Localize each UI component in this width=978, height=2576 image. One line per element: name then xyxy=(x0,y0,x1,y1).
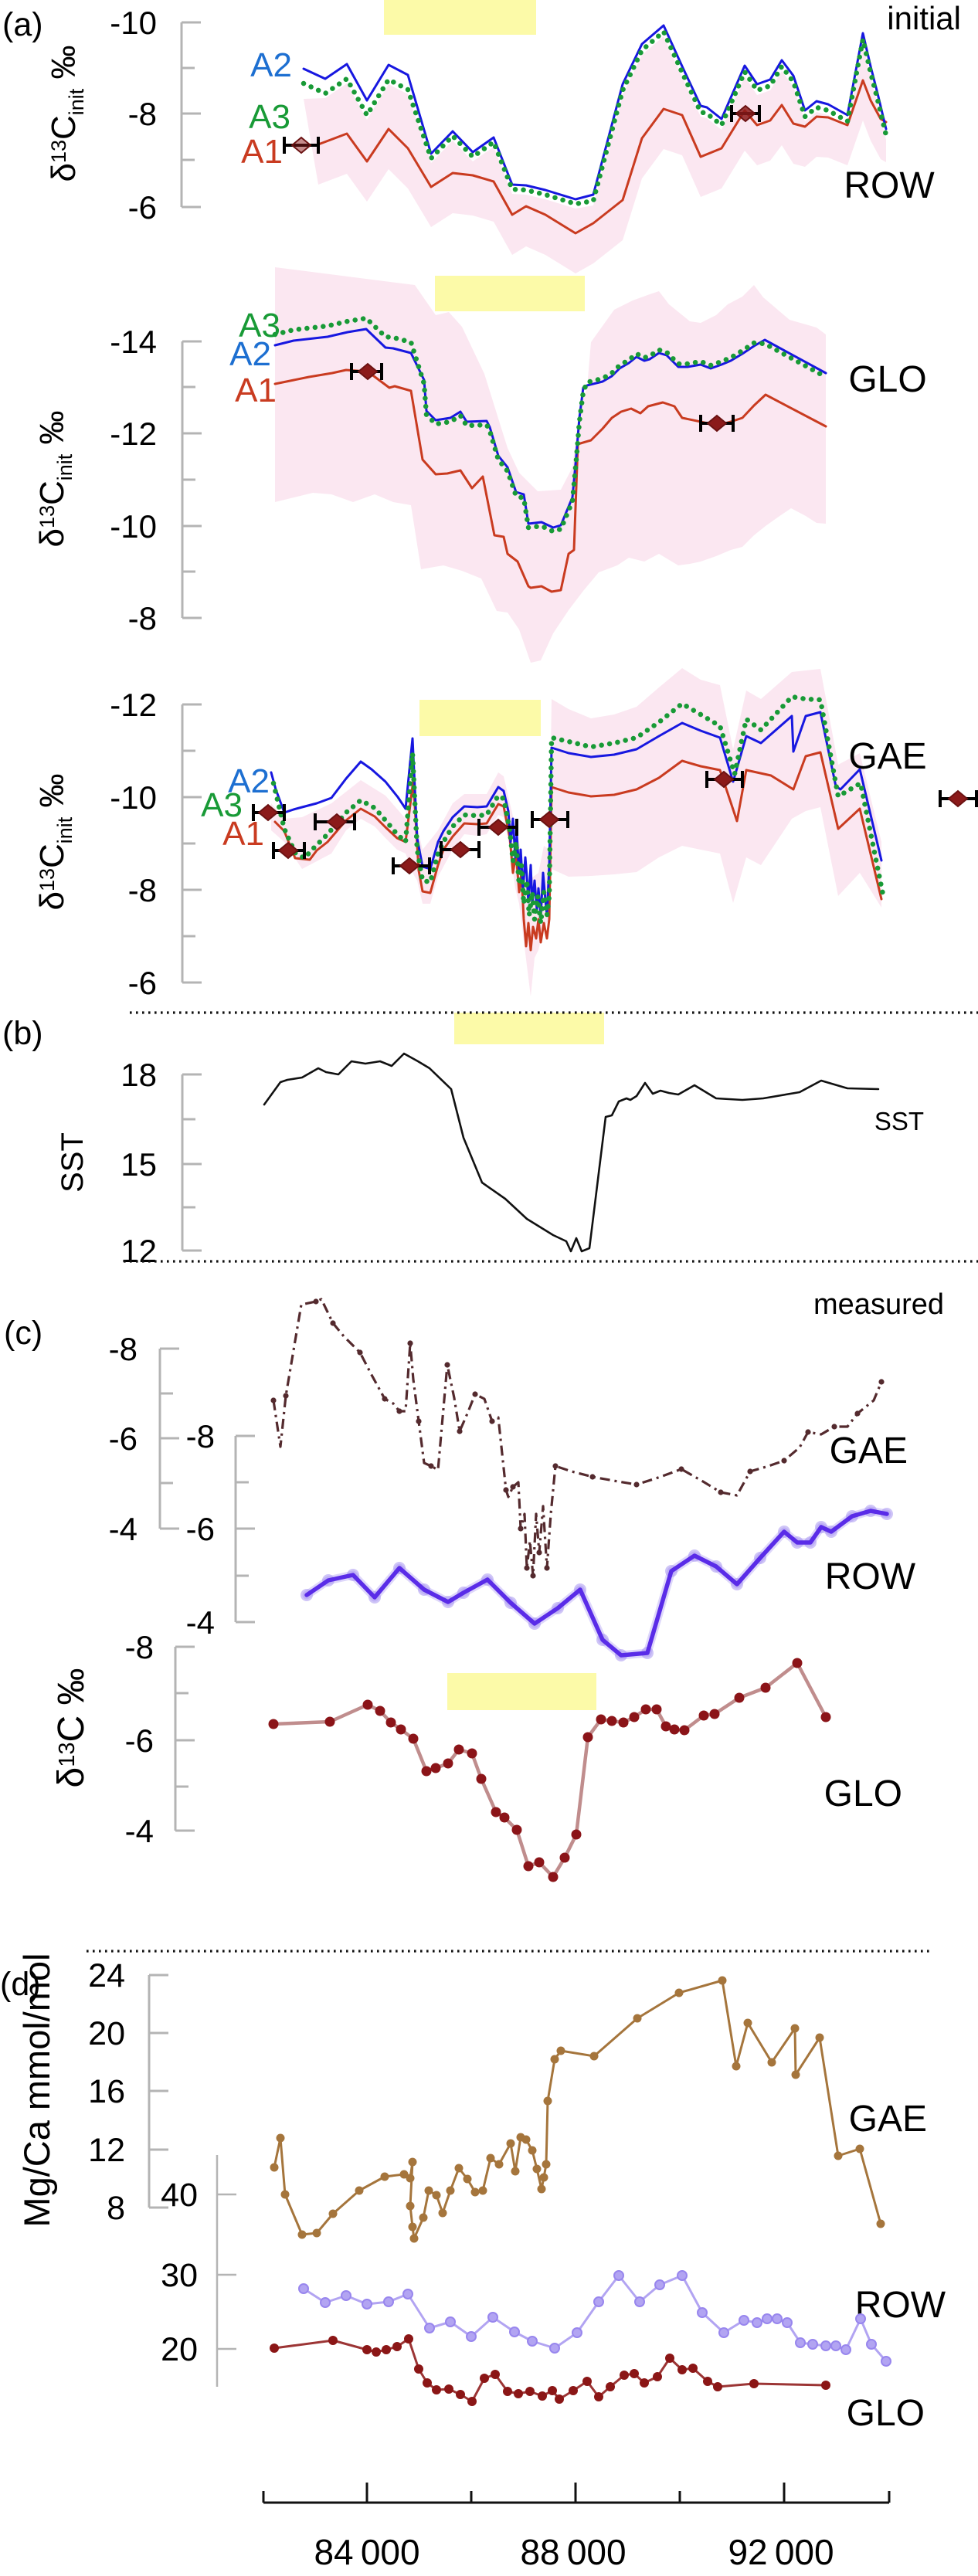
svg-text:92 000: 92 000 xyxy=(728,2532,834,2572)
svg-text:(b): (b) xyxy=(2,1015,43,1052)
svg-text:ROW: ROW xyxy=(825,1556,916,1597)
svg-text:-4: -4 xyxy=(125,1813,154,1849)
svg-text:GAE: GAE xyxy=(830,1431,908,1471)
svg-text:SST: SST xyxy=(874,1107,924,1135)
svg-text:-10: -10 xyxy=(110,5,157,41)
svg-text:16: 16 xyxy=(88,2073,125,2110)
svg-text:-6: -6 xyxy=(125,1722,154,1759)
svg-text:-6: -6 xyxy=(109,1420,138,1457)
svg-text:-4: -4 xyxy=(109,1511,138,1547)
svg-text:12: 12 xyxy=(121,1233,157,1269)
svg-text:84 000: 84 000 xyxy=(314,2532,419,2572)
svg-text:-8: -8 xyxy=(125,1629,154,1665)
svg-text:20: 20 xyxy=(161,2331,198,2368)
svg-text:8: 8 xyxy=(107,2190,125,2227)
svg-text:δ13Cinit ‰: δ13Cinit ‰ xyxy=(45,45,88,182)
svg-text:40: 40 xyxy=(161,2177,198,2214)
svg-text:-14: -14 xyxy=(110,324,157,360)
svg-text:GAE: GAE xyxy=(848,736,926,777)
svg-text:24: 24 xyxy=(88,1957,125,1994)
svg-text:12: 12 xyxy=(88,2132,125,2169)
svg-text:-6: -6 xyxy=(128,965,157,1001)
svg-text:A1: A1 xyxy=(235,372,277,409)
svg-text:A2: A2 xyxy=(250,46,292,84)
svg-text:20: 20 xyxy=(88,2015,125,2052)
svg-text:(a): (a) xyxy=(2,6,43,43)
svg-text:15: 15 xyxy=(121,1146,157,1183)
svg-text:A3: A3 xyxy=(249,98,290,136)
svg-text:A1: A1 xyxy=(241,133,283,171)
svg-text:-8: -8 xyxy=(128,96,157,132)
svg-text:30: 30 xyxy=(161,2257,198,2294)
svg-text:SST: SST xyxy=(56,1132,90,1193)
svg-text:GLO: GLO xyxy=(847,2393,925,2434)
svg-text:-6: -6 xyxy=(186,1511,215,1547)
svg-text:-10: -10 xyxy=(110,779,157,816)
svg-text:GLO: GLO xyxy=(848,359,926,400)
svg-text:(c): (c) xyxy=(4,1315,42,1352)
svg-text:88 000: 88 000 xyxy=(520,2532,626,2572)
svg-text:18: 18 xyxy=(121,1057,157,1093)
svg-text:δ13Cinit ‰: δ13Cinit ‰ xyxy=(33,410,76,547)
svg-text:GAE: GAE xyxy=(849,2099,927,2140)
svg-text:-12: -12 xyxy=(110,416,157,452)
svg-text:A3: A3 xyxy=(239,307,280,344)
svg-text:A2: A2 xyxy=(228,762,270,800)
svg-text:-8: -8 xyxy=(128,600,157,636)
svg-text:-10: -10 xyxy=(110,508,157,545)
svg-text:ROW: ROW xyxy=(855,2285,946,2326)
svg-text:measured: measured xyxy=(813,1288,944,1321)
svg-text:δ13C ‰: δ13C ‰ xyxy=(51,1668,92,1788)
svg-text:A2: A2 xyxy=(229,335,271,373)
svg-text:-4: -4 xyxy=(186,1604,215,1641)
svg-text:-8: -8 xyxy=(109,1331,138,1367)
svg-text:A3: A3 xyxy=(201,786,243,824)
svg-text:-12: -12 xyxy=(110,687,157,723)
svg-text:-8: -8 xyxy=(128,872,157,908)
svg-text:-8: -8 xyxy=(186,1418,215,1454)
svg-text:ROW: ROW xyxy=(844,165,935,206)
svg-text:initial: initial xyxy=(887,0,961,36)
svg-text:A1: A1 xyxy=(222,815,264,853)
svg-text:-6: -6 xyxy=(128,189,157,226)
svg-text:Mg/Ca mmol/mol: Mg/Ca mmol/mol xyxy=(16,1953,57,2227)
svg-text:δ13Cinit ‰: δ13Cinit ‰ xyxy=(33,773,76,910)
svg-text:GLO: GLO xyxy=(824,1773,902,1814)
svg-text:(d): (d) xyxy=(0,1966,41,2003)
